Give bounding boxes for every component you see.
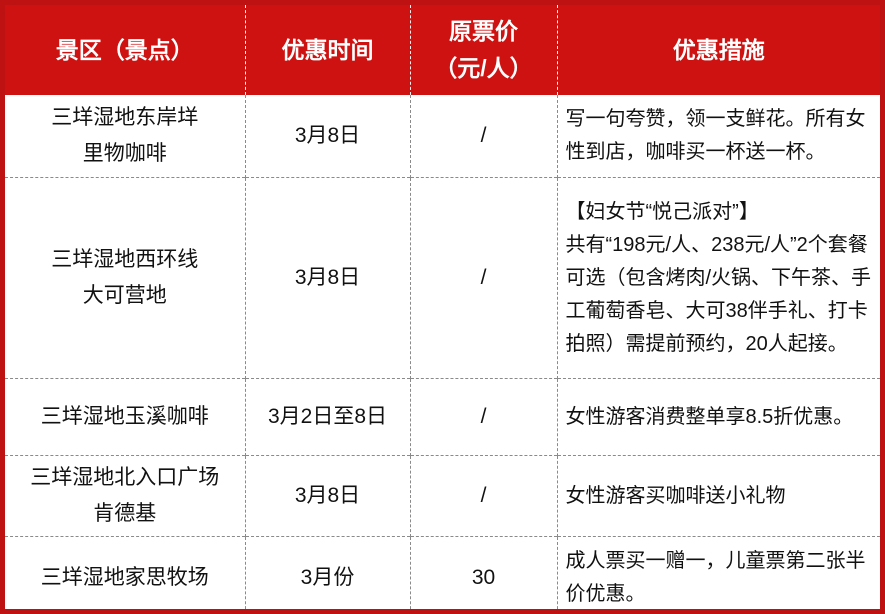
cell-price: /	[409, 95, 557, 178]
table-body: 三垟湿地东岸垟 里物咖啡 3月8日 / 写一句夸赞，领一支鲜花。所有女性到店，咖…	[5, 95, 880, 609]
cell-measure: 写一句夸赞，领一支鲜花。所有女性到店，咖啡买一杯送一杯。	[556, 95, 880, 178]
header-cell-time: 优惠时间	[244, 5, 410, 95]
cell-price: /	[409, 177, 557, 379]
cell-time: 3月2日至8日	[244, 378, 410, 456]
cell-spot: 三垟湿地西环线 大可营地	[5, 177, 245, 379]
table-header: 景区（景点） 优惠时间 原票价 （元/人） 优惠措施	[5, 5, 880, 95]
cell-price: 30	[409, 536, 557, 609]
cell-spot: 三垟湿地东岸垟 里物咖啡	[5, 95, 245, 178]
table-row: 三垟湿地玉溪咖啡 3月2日至8日 / 女性游客消费整单享8.5折优惠。	[5, 378, 880, 456]
cell-measure: 女性游客买咖啡送小礼物	[556, 455, 880, 537]
table-row: 三垟湿地东岸垟 里物咖啡 3月8日 / 写一句夸赞，领一支鲜花。所有女性到店，咖…	[5, 95, 880, 178]
table-row: 三垟湿地家思牧场 3月份 30 成人票买一赠一，儿童票第二张半价优惠。	[5, 536, 880, 609]
header-cell-price: 原票价 （元/人）	[409, 5, 557, 95]
header-row: 景区（景点） 优惠时间 原票价 （元/人） 优惠措施	[5, 5, 880, 95]
cell-time: 3月8日	[244, 95, 410, 178]
header-cell-spot: 景区（景点）	[5, 5, 245, 95]
table-row: 三垟湿地北入口广场 肯德基 3月8日 / 女性游客买咖啡送小礼物	[5, 455, 880, 537]
table-row: 三垟湿地西环线 大可营地 3月8日 / 【妇女节“悦己派对”】 共有“198元/…	[5, 177, 880, 379]
promo-table: 景区（景点） 优惠时间 原票价 （元/人） 优惠措施 三垟湿地东岸垟 里物咖啡 …	[5, 5, 880, 609]
cell-spot: 三垟湿地家思牧场	[5, 536, 245, 609]
cell-spot: 三垟湿地北入口广场 肯德基	[5, 455, 245, 537]
cell-price: /	[409, 378, 557, 456]
cell-measure: 成人票买一赠一，儿童票第二张半价优惠。	[556, 536, 880, 609]
header-cell-measure: 优惠措施	[556, 5, 880, 95]
cell-spot: 三垟湿地玉溪咖啡	[5, 378, 245, 456]
cell-time: 3月8日	[244, 177, 410, 379]
cell-price: /	[409, 455, 557, 537]
cell-time: 3月8日	[244, 455, 410, 537]
cell-measure: 女性游客消费整单享8.5折优惠。	[556, 378, 880, 456]
cell-measure: 【妇女节“悦己派对”】 共有“198元/人、238元/人”2个套餐可选（包含烤肉…	[556, 177, 880, 379]
cell-time: 3月份	[244, 536, 410, 609]
